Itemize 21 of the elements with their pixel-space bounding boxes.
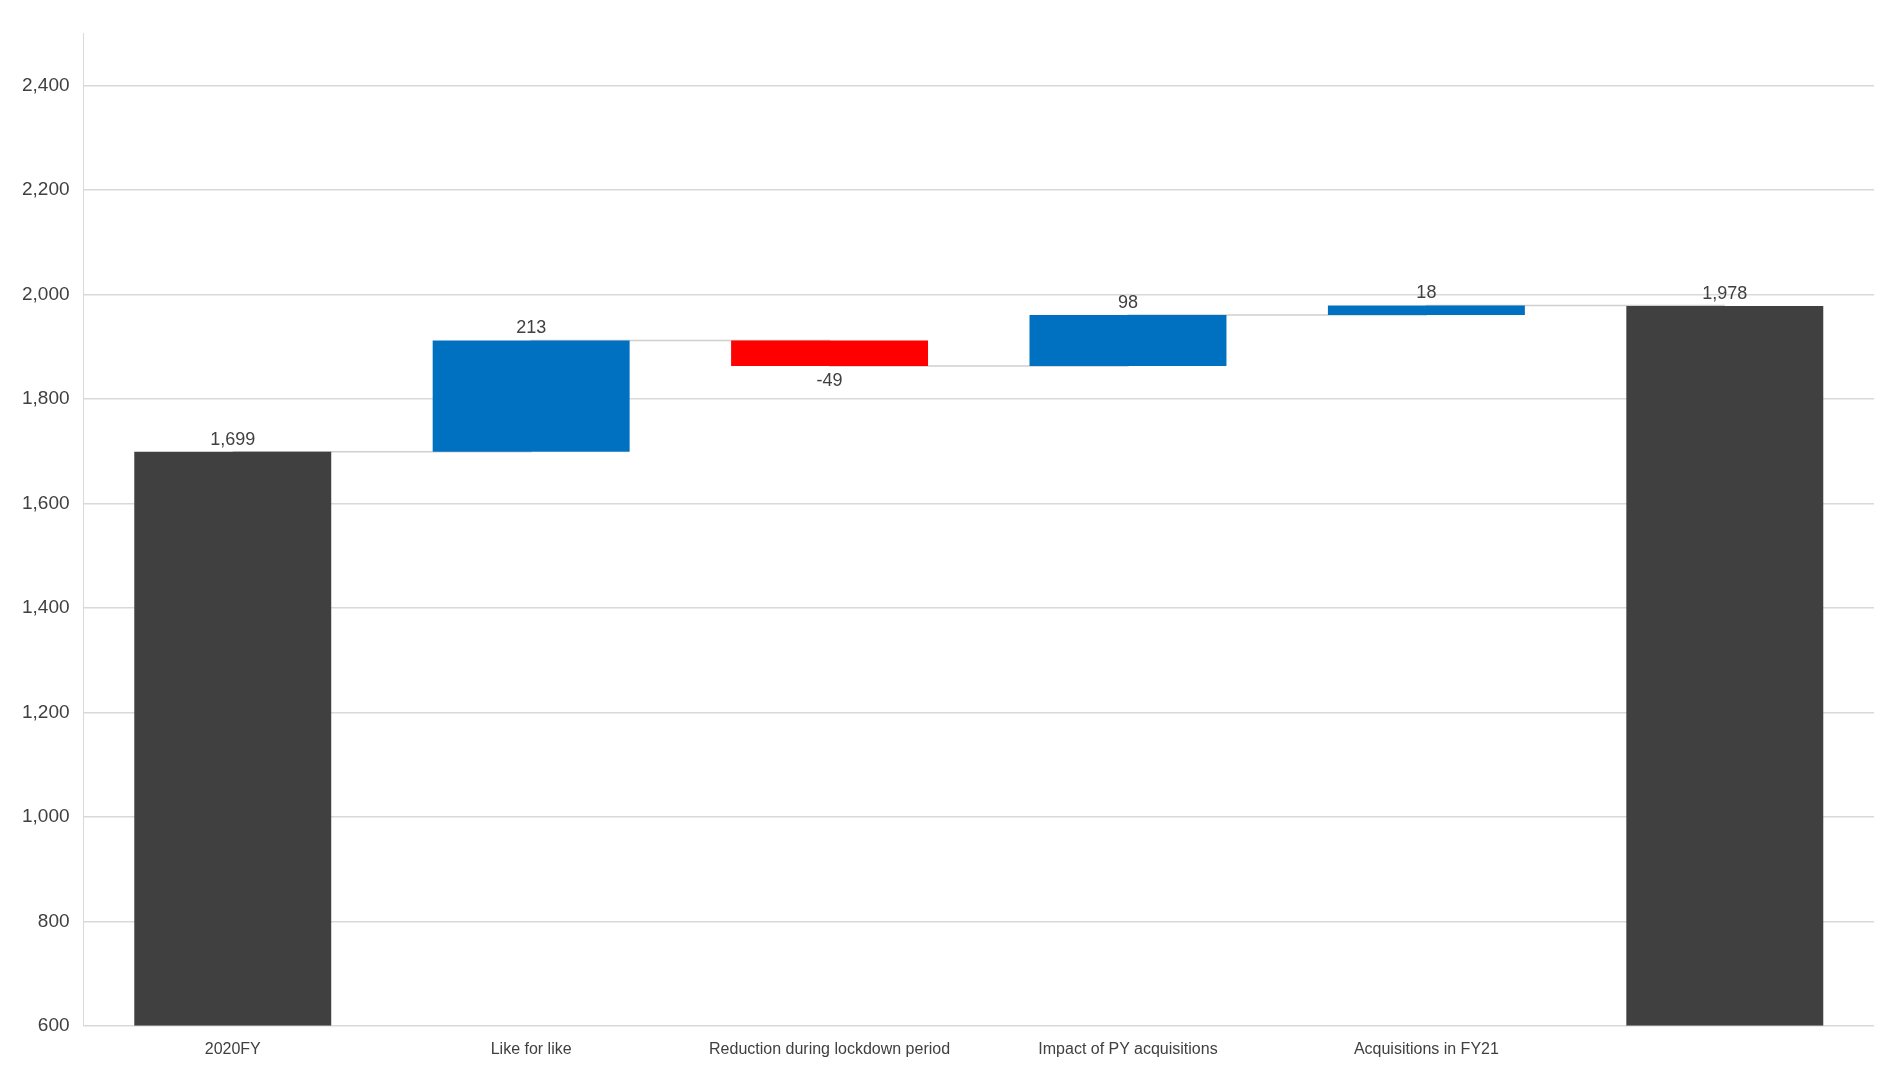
- x-tick-label: Acquisitions in FY21: [1353, 1039, 1499, 1057]
- y-tick-label: 600: [37, 1014, 70, 1036]
- x-tick-label: 2020FY: [204, 1039, 262, 1057]
- y-tick-label: 2,000: [22, 282, 70, 304]
- y-tick-label: 1,800: [22, 387, 70, 409]
- x-tick-label: Impact of PY acquisitions: [1038, 1039, 1218, 1057]
- data-label: 1,978: [1702, 283, 1748, 304]
- y-tick-label: 1,000: [22, 805, 70, 827]
- data-label: 1,699: [210, 428, 256, 449]
- data-label: 18: [1416, 282, 1437, 303]
- data-label: 213: [516, 317, 547, 338]
- y-tick-label: 800: [37, 909, 70, 931]
- y-tick-label: 2,400: [22, 73, 70, 95]
- y-tick-label: 2,200: [22, 178, 70, 200]
- x-tick-label: Reduction during lockdown period: [709, 1039, 951, 1057]
- y-tick-label: 1,200: [22, 700, 70, 722]
- data-label: 98: [1117, 291, 1138, 312]
- data-label: -49: [816, 370, 843, 391]
- x-tick-label: Like for like: [490, 1039, 572, 1057]
- y-tick-label: 1,600: [22, 491, 70, 513]
- y-tick-label: 1,400: [22, 596, 70, 618]
